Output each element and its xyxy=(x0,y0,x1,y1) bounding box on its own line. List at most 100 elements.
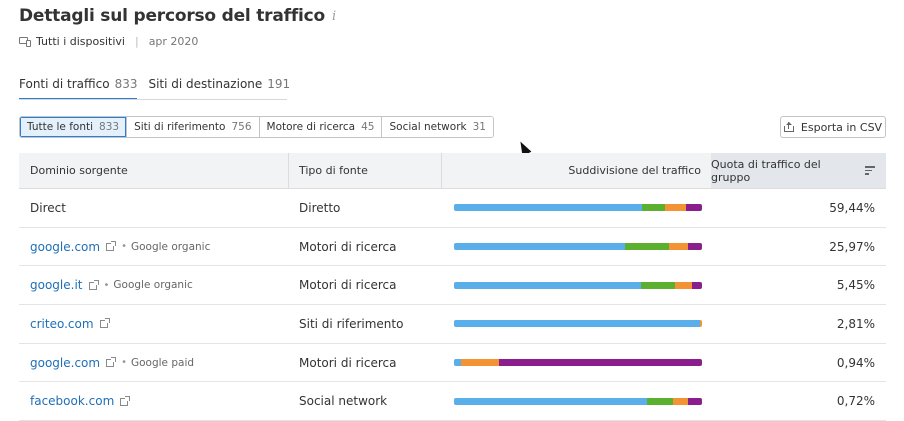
export-csv-button[interactable]: Esporta in CSV xyxy=(780,116,886,138)
domain-label: Direct xyxy=(30,200,66,215)
bar-segment-search xyxy=(461,359,499,367)
source-type-cell: Diretto xyxy=(299,200,341,215)
filter-label: Siti di riferimento xyxy=(134,121,226,133)
bar-segment-search xyxy=(699,320,702,328)
traffic-breakdown-bar[interactable] xyxy=(454,397,702,405)
filter-search-engine[interactable]: Motore di ricerca 45 xyxy=(259,117,383,137)
tab-count: 191 xyxy=(267,77,291,91)
table-row: google.com • Google paid Motori di ricerca 0… xyxy=(19,344,886,383)
column-label: Tipo di fonte xyxy=(299,164,368,177)
subtype-dot: • xyxy=(103,279,110,291)
traffic-breakdown-cell xyxy=(442,243,711,251)
domain-link[interactable]: google.com xyxy=(30,355,101,370)
export-label: Esporta in CSV xyxy=(800,120,883,134)
date-label[interactable]: apr 2020 xyxy=(148,35,199,48)
tab-traffic-sources[interactable]: Fonti di traffico 833 xyxy=(19,77,138,100)
filter-count: 45 xyxy=(361,121,375,133)
filter-count: 833 xyxy=(99,121,120,133)
external-link-icon[interactable] xyxy=(106,241,117,252)
filter-count: 31 xyxy=(472,121,486,133)
traffic-breakdown-bar[interactable] xyxy=(454,204,702,212)
bar-segment-direct xyxy=(454,243,626,251)
bar-segment-direct xyxy=(454,359,462,367)
bar-segment-social xyxy=(498,359,702,367)
traffic-breakdown-bar[interactable] xyxy=(454,359,702,367)
filter-referral-sites[interactable]: Siti di riferimento 756 xyxy=(127,117,260,137)
source-domain-cell: criteo.com xyxy=(19,317,289,331)
source-type-cell: Motori di ricerca xyxy=(299,278,397,293)
external-link-icon[interactable] xyxy=(99,318,110,329)
source-domain-cell: google.it • Google organic xyxy=(19,278,289,292)
external-link-icon[interactable] xyxy=(120,395,131,406)
traffic-breakdown-cell xyxy=(442,320,711,328)
table-row: Direct Diretto 59,44% xyxy=(19,189,886,228)
column-label: Suddivisione del traffico xyxy=(568,164,701,177)
table-row: criteo.com Siti di riferimento 2,81% xyxy=(19,305,886,344)
traffic-breakdown-bar[interactable] xyxy=(454,243,702,251)
bar-segment-referral xyxy=(625,243,669,251)
filter-count: 756 xyxy=(231,121,252,133)
source-domain-cell: google.com • Google organic xyxy=(19,240,289,254)
column-header-traffic-share[interactable]: Quota di traffico del gruppo xyxy=(711,153,886,188)
traffic-table: Dominio sorgente Tipo di fonte Suddivisi… xyxy=(19,153,886,421)
domain-link[interactable]: facebook.com xyxy=(30,394,115,409)
external-link-icon[interactable] xyxy=(88,279,99,290)
column-header-traffic-breakdown[interactable]: Suddivisione del traffico xyxy=(442,153,711,188)
sort-icon[interactable] xyxy=(865,166,875,175)
subtype-dot: • xyxy=(121,357,127,369)
table-row: google.com • Google organic Motori di ricer… xyxy=(19,228,886,267)
source-type-cell: Siti di riferimento xyxy=(299,316,404,331)
bar-segment-direct xyxy=(454,204,643,212)
subtype-dot: • xyxy=(121,241,127,253)
traffic-share-cell: 59,44% xyxy=(829,200,875,215)
filter-all-sources[interactable]: Tutte le fonti 833 xyxy=(20,117,128,137)
filter-social-network[interactable]: Social network 31 xyxy=(382,117,493,137)
bar-segment-social xyxy=(692,281,702,289)
bar-segment-search xyxy=(668,243,689,251)
domain-link[interactable]: google.com xyxy=(30,239,101,254)
report-meta: Tutti i dispositivi | apr 2020 xyxy=(19,35,198,48)
domain-link[interactable]: criteo.com xyxy=(30,316,94,331)
column-label: Dominio sorgente xyxy=(30,164,128,177)
column-header-source-domain[interactable]: Dominio sorgente xyxy=(19,153,289,188)
bar-segment-social xyxy=(688,397,702,405)
source-subtype: Google organic xyxy=(113,279,193,292)
bar-segment-social xyxy=(688,243,702,251)
source-domain-cell: facebook.com xyxy=(19,394,289,408)
page-header: Dettagli sul percorso del traffico i xyxy=(19,6,336,26)
tab-label: Siti di destinazione xyxy=(148,77,263,91)
column-label: Quota di traffico del gruppo xyxy=(711,157,821,184)
export-icon xyxy=(783,122,794,132)
traffic-share-cell: 25,97% xyxy=(829,239,875,254)
traffic-breakdown-bar[interactable] xyxy=(454,320,702,328)
source-domain-cell: Direct xyxy=(19,201,289,215)
page-title: Dettagli sul percorso del traffico xyxy=(19,6,326,26)
devices-icon xyxy=(19,36,31,47)
traffic-breakdown-cell xyxy=(442,281,711,289)
source-filter-group: Tutte le fonti 833 Siti di riferimento 756… xyxy=(19,116,494,138)
table-header: Dominio sorgente Tipo di fonte Suddivisi… xyxy=(19,153,886,189)
bar-segment-direct xyxy=(454,397,648,405)
traffic-share-cell: 2,81% xyxy=(836,316,875,331)
source-type-cell: Social network xyxy=(299,394,388,409)
source-subtype: Google organic xyxy=(130,240,211,253)
filter-label: Tutte le fonti xyxy=(27,121,94,133)
traffic-breakdown-bar[interactable] xyxy=(454,281,702,289)
table-row: facebook.com Social network 0,72% xyxy=(19,382,886,421)
tabs-divider xyxy=(19,99,287,100)
table-row: google.it • Google organic Motori di ricerc… xyxy=(19,266,886,306)
device-selector[interactable]: Tutti i dispositivi xyxy=(36,35,125,48)
bar-segment-search xyxy=(674,281,693,289)
tab-destination-sites[interactable]: Siti di destinazione 191 xyxy=(148,77,290,100)
external-link-icon[interactable] xyxy=(106,357,117,368)
tab-count: 833 xyxy=(114,77,138,91)
source-type-cell: Motori di ricerca xyxy=(299,239,397,254)
traffic-breakdown-cell xyxy=(442,204,711,212)
info-icon[interactable]: i xyxy=(332,8,337,24)
filter-label: Motore di ricerca xyxy=(266,121,356,133)
bar-segment-referral xyxy=(641,281,675,289)
meta-separator: | xyxy=(134,35,139,48)
column-header-source-type[interactable]: Tipo di fonte xyxy=(289,153,442,188)
domain-link[interactable]: google.it xyxy=(30,278,83,293)
traffic-breakdown-cell xyxy=(442,397,711,405)
